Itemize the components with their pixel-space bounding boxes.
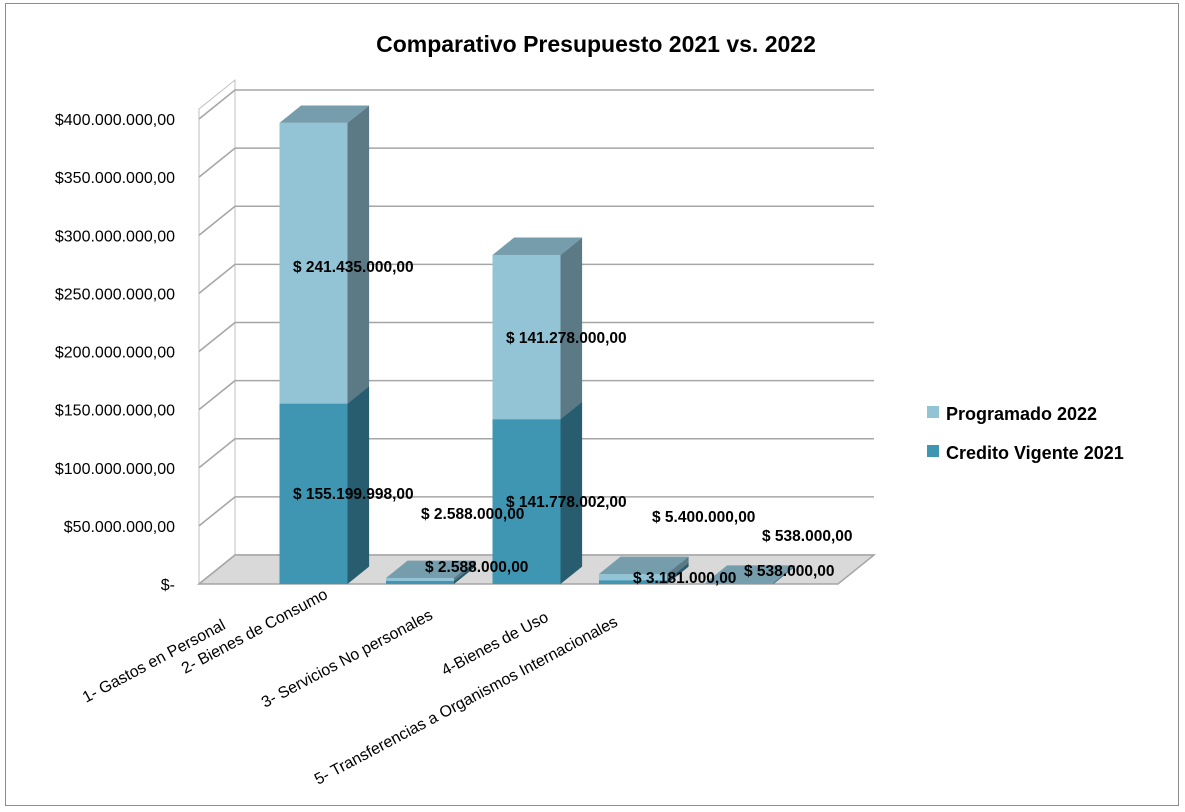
data-label-credito-2021: $ 155.199.998,00 (293, 486, 414, 503)
gridline (198, 89, 874, 120)
bar-programado-2022-side (347, 105, 370, 404)
bar-credito-2021-front (279, 403, 348, 584)
data-label-credito-2021: $ 538.000,00 (744, 563, 835, 580)
legend-swatch (927, 406, 939, 418)
x-category-label: 5- Transferencias a Organismos Internaci… (312, 614, 621, 789)
y-tick-label: $100.000.000,00 (55, 461, 175, 478)
bar-programado-2022-front (705, 582, 774, 584)
data-label-credito-2021: $ 3.181.000,00 (633, 570, 736, 587)
bar-programado-2022-top (386, 560, 476, 578)
y-tick-label: $250.000.000,00 (55, 286, 175, 303)
bar-programado-2022 (279, 105, 370, 404)
bar-programado-2022 (386, 560, 476, 581)
gridline (198, 205, 874, 236)
y-axis-ticks: $- $50.000.000,00 $100.000.000,00 $150.000.… (55, 112, 175, 594)
y-tick-label: $200.000.000,00 (55, 345, 175, 362)
legend: Programado 2022 Credito Vigente 2021 (927, 404, 1124, 463)
bar-credito-2021-front (492, 419, 561, 584)
bar-credito-2021-side (773, 565, 796, 584)
bar-credito-2021-front (705, 583, 774, 584)
gridline (198, 496, 874, 527)
bar-programado-2022-top (492, 237, 583, 255)
gridline (198, 321, 874, 353)
bar-programado-2022-side (454, 560, 476, 581)
bar-programado-2022-front (279, 122, 348, 404)
y-tick-label: $400.000.000,00 (55, 112, 175, 129)
bar-credito-2021 (492, 401, 583, 584)
bar-programado-2022-front (492, 254, 561, 420)
data-labels: $ 241.435.000,00 $ 155.199.998,00 $ 2.588.… (293, 259, 853, 587)
gridline (198, 263, 874, 294)
bar-credito-2021-front (386, 580, 454, 584)
bars (279, 105, 796, 584)
data-label-programado-2022: $ 2.588.000,00 (425, 559, 528, 576)
legend-swatch (927, 445, 939, 457)
legend-label: Credito Vigente 2021 (946, 443, 1124, 463)
data-label-programado-2022: $ 538.000,00 (762, 528, 853, 545)
bar-credito-2021-side (454, 563, 476, 584)
bar-programado-2022 (599, 556, 689, 581)
bar-programado-2022-side (560, 237, 583, 420)
bar-programado-2022 (492, 237, 583, 420)
data-label-credito-2021: $ 2.588.000,00 (421, 506, 524, 523)
bar-programado-2022-top (279, 105, 370, 123)
y-tick-label: $- (161, 577, 175, 594)
bar-credito-2021-side (347, 386, 370, 584)
data-label-credito-2021: $ 141.778.002,00 (506, 494, 627, 511)
side-wall (198, 78, 236, 586)
y-tick-label: $350.000.000,00 (55, 170, 175, 187)
y-tick-label: $50.000.000,00 (64, 519, 175, 536)
y-tick-label: $150.000.000,00 (55, 403, 175, 420)
gridline (198, 379, 874, 411)
data-label-programado-2022: $ 141.278.000,00 (506, 330, 627, 347)
chart-walls (198, 78, 236, 586)
y-tick-label: $300.000.000,00 (55, 228, 175, 245)
data-label-programado-2022: $ 5.400.000,00 (652, 509, 755, 526)
gridline (198, 437, 874, 469)
gridline (198, 147, 874, 178)
bar-programado-2022-top (705, 565, 796, 583)
legend-label: Programado 2022 (946, 404, 1097, 424)
bar-programado-2022-front (386, 577, 454, 581)
bar-credito-2021-side (560, 401, 583, 584)
bar-programado-2022-side (667, 556, 689, 581)
bar-programado-2022-top (599, 556, 689, 575)
bar-credito-2021-front (599, 580, 667, 584)
bar-programado-2022-side (773, 565, 796, 584)
data-label-programado-2022: $ 241.435.000,00 (293, 259, 414, 276)
bar-credito-2021-side (667, 562, 689, 584)
chart-title: Comparativo Presupuesto 2021 vs. 2022 (376, 31, 816, 57)
bar-programado-2022 (705, 565, 796, 584)
bar-programado-2022-front (599, 574, 667, 581)
